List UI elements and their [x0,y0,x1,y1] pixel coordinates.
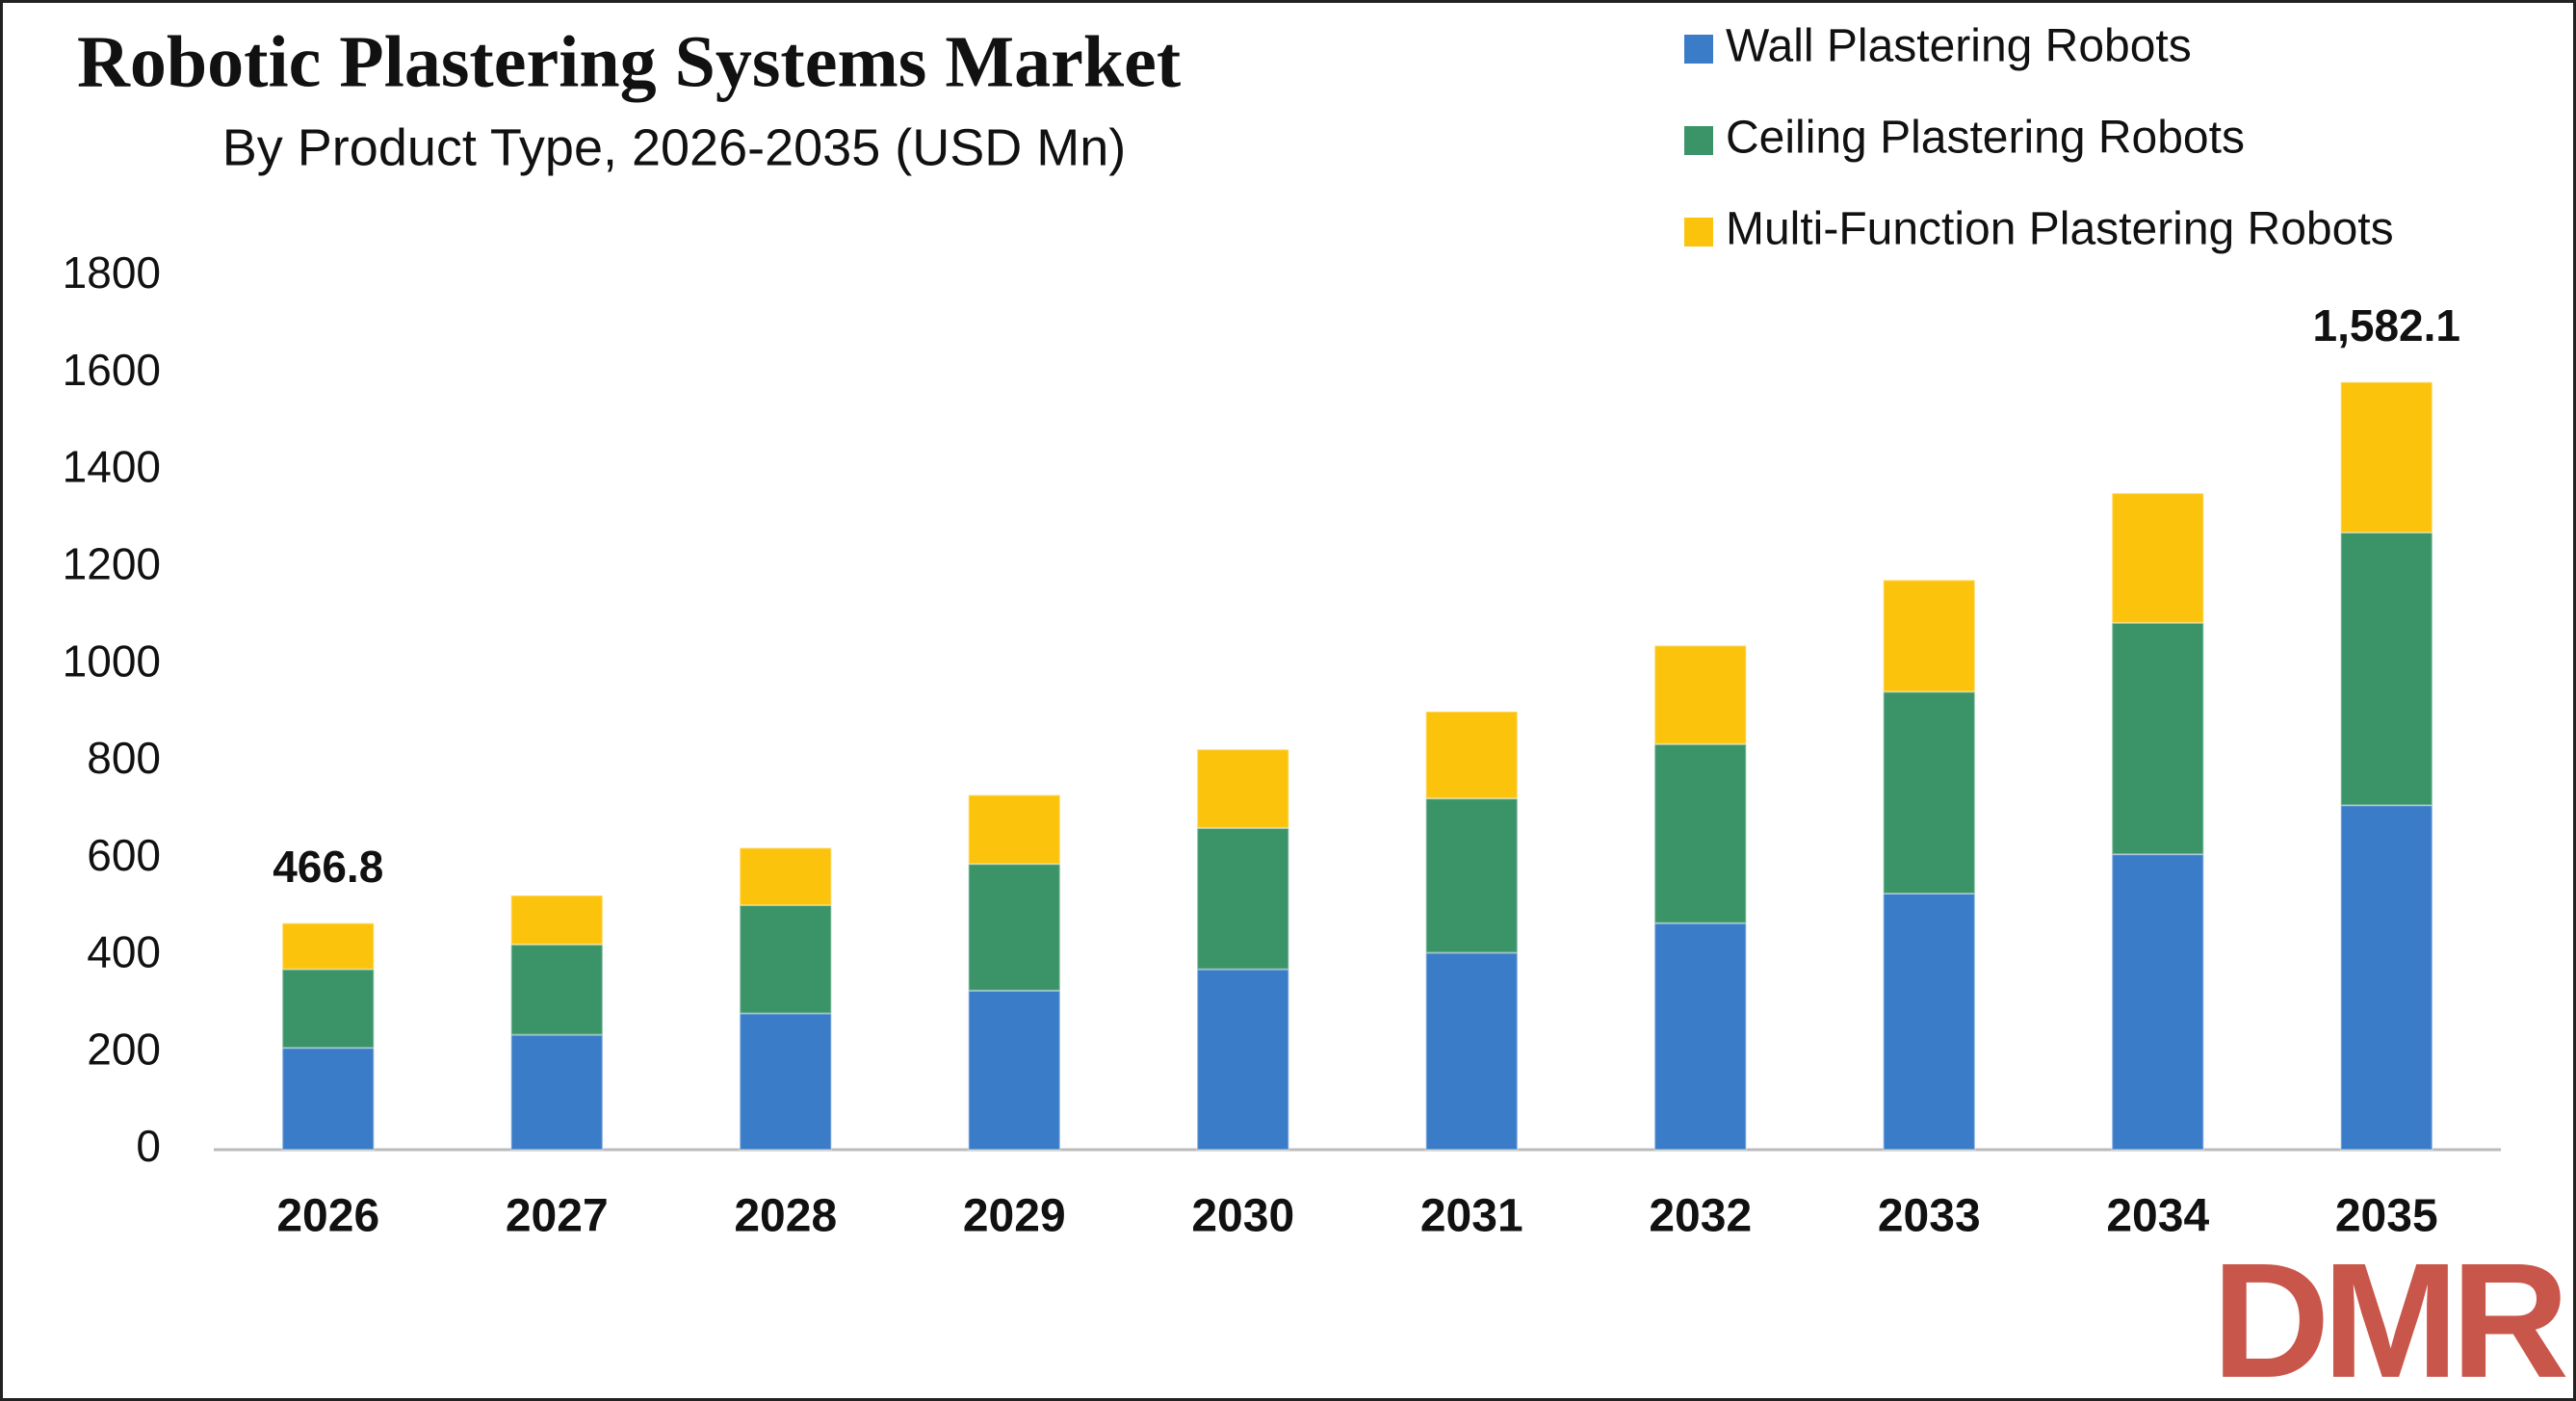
bar-segment [967,793,1061,866]
x-tick-label: 2030 [1191,1191,1294,1242]
y-tick-label: 1600 [63,345,161,395]
y-tick-label: 600 [87,830,161,880]
bar-segment [2339,804,2433,1151]
x-tick-label: 2034 [2106,1191,2209,1242]
bar-segment [2111,492,2205,624]
legend-label: Wall Plastering Robots [1726,21,2192,72]
bar-segment [739,846,833,907]
chart-subtitle: By Product Type, 2026-2035 (USD Mn) [222,118,1126,176]
bar-segment [739,904,833,1015]
y-tick-label: 200 [87,1024,161,1074]
y-tick-label: 1400 [63,442,161,492]
x-tick-label: 2031 [1420,1191,1523,1242]
bar-segment [1424,951,1519,1151]
bar-segment [1653,921,1748,1152]
y-tick-label: 0 [136,1121,161,1171]
bar-segment [1424,797,1519,954]
chart-title: Robotic Plastering Systems Market [77,21,1181,102]
bar-segment [281,968,376,1050]
y-tick-label: 1200 [63,538,161,588]
bar-segment [1653,742,1748,924]
x-tick-label: 2028 [734,1191,837,1242]
bar-segment [1653,644,1748,745]
y-tick-label: 800 [87,733,161,783]
x-tick-label: 2027 [506,1191,609,1242]
y-tick-label: 400 [87,927,161,977]
bar-segment [1196,748,1290,829]
logo: DMR [2212,1230,2566,1401]
y-tick-label: 1800 [63,247,161,298]
bar-segment [509,1033,604,1152]
x-tick-label: 2026 [276,1191,379,1242]
x-tick-label: 2029 [963,1191,1066,1242]
legend-swatch [1684,218,1713,246]
legend-label: Ceiling Plastering Robots [1726,113,2245,164]
legend-swatch [1684,126,1713,155]
bar-segment [2111,621,2205,856]
bar-segment [281,1047,376,1152]
bar-segment [509,943,604,1036]
bar-segment [1424,710,1519,800]
legend-swatch [1684,35,1713,64]
y-tick-label: 1000 [63,636,161,686]
total-label: 466.8 [273,842,383,892]
bar-segment [2111,853,2205,1151]
x-tick-label: 2035 [2335,1191,2438,1242]
bar-segment [1882,690,1976,895]
x-tick-label: 2032 [1649,1191,1752,1242]
bar-segment [2339,380,2433,534]
legend-label: Multi-Function Plastering Robots [1726,204,2394,255]
bar-segment [967,863,1061,992]
bar-segment [967,989,1061,1152]
bar-segment [509,894,604,946]
bar-segment [2339,532,2433,807]
bar-segment [1196,968,1290,1152]
bar-segment [1196,826,1290,971]
bar-segment [739,1012,833,1151]
x-tick-label: 2033 [1878,1191,1981,1242]
bar-segment [281,921,376,971]
bar-segment [1882,892,1976,1151]
total-label: 1,582.1 [2313,300,2460,350]
bar-segment [1882,579,1976,693]
